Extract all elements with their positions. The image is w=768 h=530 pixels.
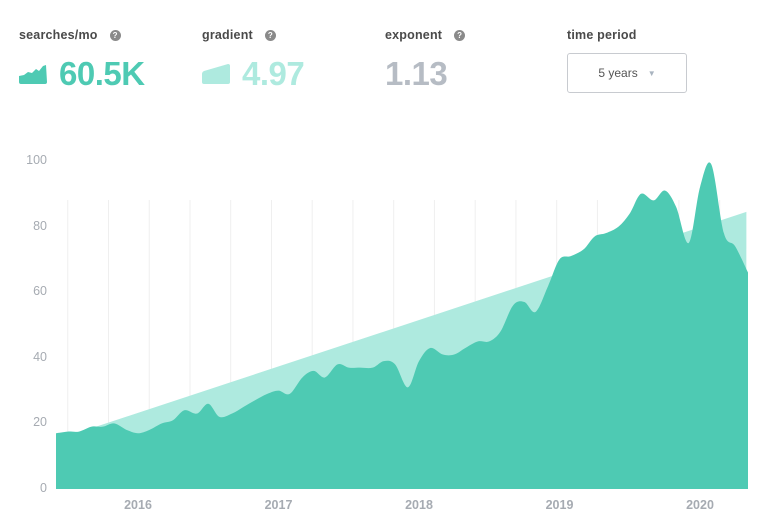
gradient-label: gradient <box>202 28 253 42</box>
gradient-value: 4.97 <box>242 55 305 92</box>
searches-label: searches/mo <box>19 28 98 42</box>
search-volume-area <box>56 162 748 489</box>
y-tick-label: 40 <box>33 349 47 364</box>
y-tick-label: 20 <box>33 415 47 430</box>
x-tick-label: 2017 <box>264 498 293 512</box>
x-tick-label: 2019 <box>545 498 574 512</box>
time-period-value: 5 years <box>598 66 638 80</box>
x-tick-label: 2018 <box>405 498 433 512</box>
metric-searches: searches/mo ? 60.5K <box>19 28 145 92</box>
chevron-down-icon: ▼ <box>647 68 656 78</box>
x-tick-label: 2016 <box>124 498 152 512</box>
y-tick-label: 100 <box>26 153 47 167</box>
x-tick-label: 2020 <box>686 498 714 512</box>
mini-area-chart-icon <box>19 65 47 84</box>
time-period-control: time period 5 years ▼ <box>567 28 687 93</box>
help-icon[interactable]: ? <box>109 29 121 41</box>
searches-value: 60.5K <box>59 55 145 92</box>
time-period-label: time period <box>567 28 637 42</box>
help-icon[interactable]: ? <box>264 29 276 41</box>
y-tick-label: 60 <box>33 284 47 299</box>
time-period-select[interactable]: 5 years ▼ <box>567 53 687 93</box>
exponent-label: exponent <box>385 28 443 42</box>
metric-gradient: gradient ? 4.97 <box>202 28 305 92</box>
y-tick-label: 80 <box>33 218 47 233</box>
help-icon[interactable]: ? <box>454 29 466 41</box>
mini-trend-wedge-icon <box>202 64 230 84</box>
metric-exponent: exponent ? 1.13 <box>385 28 466 92</box>
y-tick-label: 0 <box>40 481 47 495</box>
exponent-value: 1.13 <box>385 55 448 92</box>
metric-label: searches/mo ? <box>19 28 145 42</box>
